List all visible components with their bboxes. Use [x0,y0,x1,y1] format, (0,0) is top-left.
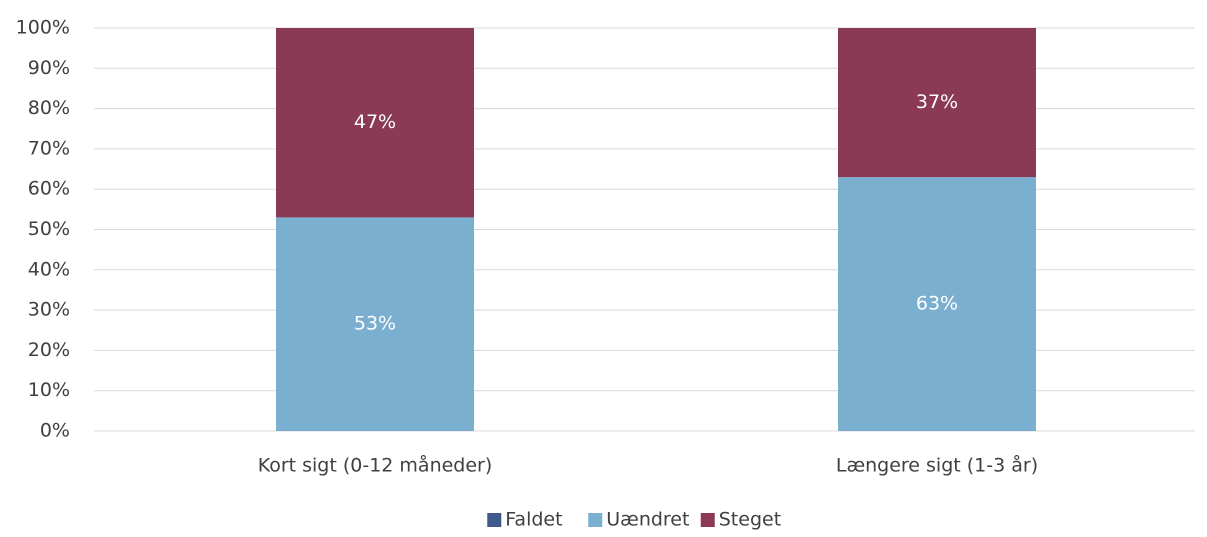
bar-segment [838,28,1036,178]
y-tick-label: 70% [28,137,70,159]
y-tick-label: 60% [28,178,70,200]
bar-segment [838,177,1036,431]
legend-swatch [588,513,603,527]
x-tick-label: Kort sigt (0-12 måneder) [258,454,493,477]
y-tick-label: 50% [28,218,70,240]
legend-label: Faldet [505,509,562,531]
data-label: 63% [916,293,958,315]
y-tick-label: 80% [28,97,70,119]
bar-segment [276,28,474,218]
y-tick-label: 10% [28,379,70,401]
legend-label: Steget [719,509,781,531]
x-tick-label: Længere sigt (1-3 år) [836,454,1038,477]
y-tick-label: 30% [28,299,70,321]
legend-swatch [700,513,715,527]
data-label: 47% [354,111,396,133]
y-tick-label: 20% [28,339,70,361]
legend-swatch [487,513,502,527]
data-label: 37% [916,91,958,113]
bar-segment [276,217,474,431]
data-label: 53% [354,313,396,335]
y-tick-label: 100% [16,17,70,39]
y-tick-label: 90% [28,57,70,79]
legend-label: Uændret [606,509,689,531]
y-tick-label: 40% [28,258,70,280]
y-tick-label: 0% [40,420,70,442]
